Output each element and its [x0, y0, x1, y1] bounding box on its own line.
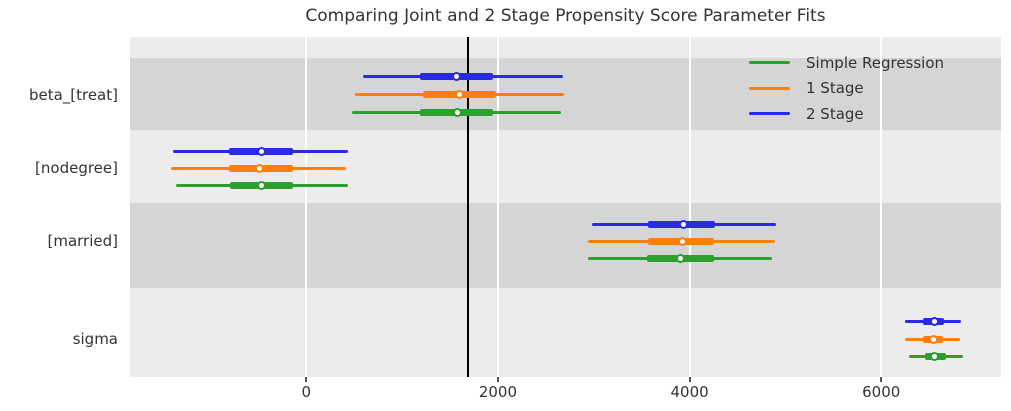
plot-area — [130, 37, 1001, 377]
reference-line — [467, 37, 470, 377]
median-marker — [256, 146, 266, 156]
x-tick-label: 2000 — [478, 383, 518, 401]
gridline — [496, 37, 499, 377]
median-marker — [678, 219, 688, 229]
x-tick-label: 6000 — [862, 383, 901, 401]
gridline — [880, 37, 883, 377]
legend-entry: 2 Stage — [749, 101, 864, 126]
median-marker — [678, 236, 688, 246]
shaded-band — [130, 58, 1001, 130]
chart-title: Comparing Joint and 2 Stage Propensity S… — [305, 6, 826, 26]
x-tick-mark — [880, 377, 883, 382]
x-tick-mark — [305, 377, 308, 382]
x-tick-mark — [688, 377, 691, 382]
legend-label: 2 Stage — [806, 104, 864, 123]
median-marker — [453, 107, 463, 117]
y-tick-label: beta_[treat] — [28, 85, 118, 104]
median-marker — [256, 180, 266, 190]
median-marker — [928, 334, 938, 344]
x-tick-mark — [496, 377, 499, 382]
median-marker — [452, 72, 462, 81]
legend-line — [749, 86, 790, 90]
median-marker — [929, 317, 939, 326]
legend-entry: Simple Regression — [749, 50, 944, 75]
legend-line — [749, 112, 790, 115]
legend-entry: 1 Stage — [749, 76, 864, 101]
legend-label: 1 Stage — [806, 79, 864, 97]
y-tick-label: sigma — [72, 330, 118, 348]
median-marker — [254, 163, 264, 173]
x-tick-label: 0 — [301, 383, 312, 401]
gridline — [305, 37, 308, 377]
median-marker — [676, 254, 686, 263]
legend-label: Simple Regression — [806, 53, 945, 72]
y-tick-label: [married] — [47, 232, 119, 250]
median-marker — [455, 90, 465, 99]
legend-line — [749, 61, 790, 64]
shaded-band — [130, 203, 1001, 288]
y-tick-label: [nodegree] — [35, 159, 118, 177]
median-marker — [930, 351, 940, 361]
x-tick-label: 4000 — [670, 383, 709, 401]
gridline — [688, 37, 691, 377]
